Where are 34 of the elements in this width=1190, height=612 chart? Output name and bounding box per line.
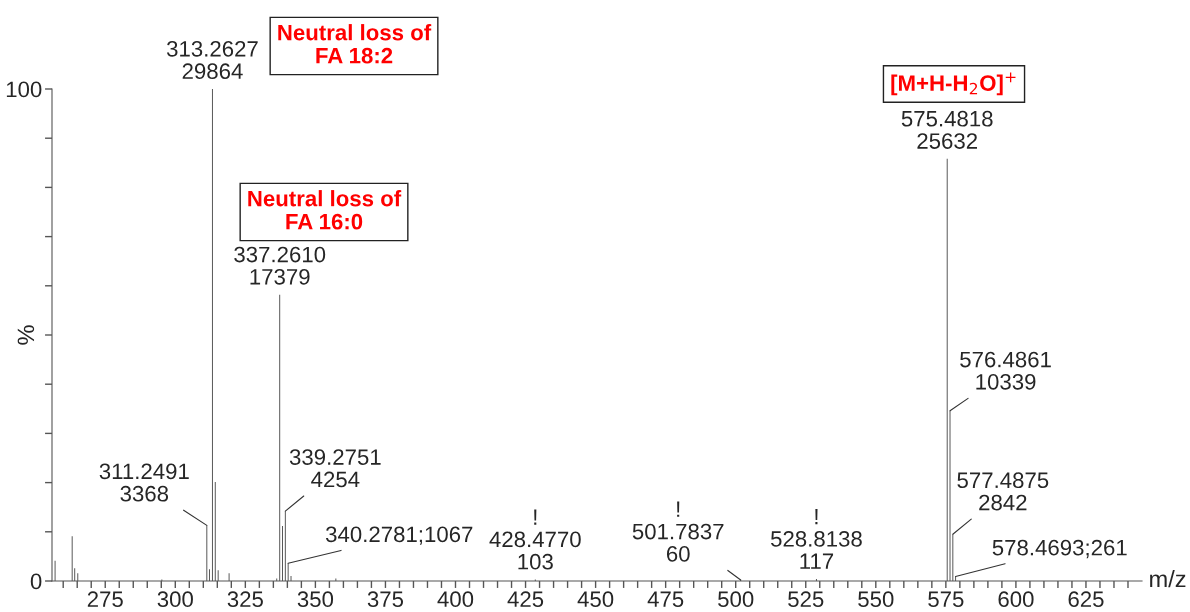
annotation: 578.4693;261 <box>992 539 1127 559</box>
x-tick-label: 475 <box>647 591 684 608</box>
annotation: ! 428.4770 103 <box>489 509 581 570</box>
x-tick-label: 300 <box>157 591 193 608</box>
x-tick-label: 600 <box>998 591 1034 608</box>
x-tick-label: 325 <box>227 591 263 608</box>
x-tick-label: 525 <box>788 591 824 608</box>
annotation: 577.4875 2842 <box>957 472 1049 511</box>
x-tick-label: 275 <box>87 591 123 608</box>
x-tick-label: 400 <box>437 591 474 608</box>
x-tick-label: 550 <box>858 591 894 608</box>
annotation: Neutral loss of FA 16:0 <box>248 190 402 230</box>
y-tick-label: 100 <box>6 81 42 98</box>
x-tick-label: 375 <box>367 591 404 608</box>
x-axis-title: m/z <box>1150 569 1186 588</box>
annotation: 313.2627 29864 <box>166 40 258 80</box>
annotation: 576.4861 10339 <box>960 351 1051 390</box>
annotation: [M+H-H$_{2}$O]$^{+}$ <box>891 72 1016 96</box>
x-tick-label: 500 <box>718 591 754 608</box>
x-tick-label: 425 <box>507 591 544 608</box>
annotation: ! 501.7837 60 <box>632 501 724 562</box>
annotation: 337.2610 17379 <box>234 246 326 285</box>
annotation: 339.2751 4254 <box>289 449 381 488</box>
x-tick-label: 450 <box>577 591 614 608</box>
x-tick-label: 350 <box>297 591 334 608</box>
annotation: 340.2781;1067 <box>325 526 473 545</box>
annotation: ! 528.8138 117 <box>770 508 862 569</box>
annotation: 575.4818 25632 <box>901 110 993 149</box>
x-tick-label: 625 <box>1068 591 1104 608</box>
y-axis-title: % <box>17 325 35 345</box>
annotation: 311.2491 3368 <box>99 463 189 502</box>
text: Neutral loss of FA 18:2 <box>278 24 432 64</box>
y-tick-label: 0 <box>30 573 42 590</box>
x-tick-label: 575 <box>928 591 964 608</box>
